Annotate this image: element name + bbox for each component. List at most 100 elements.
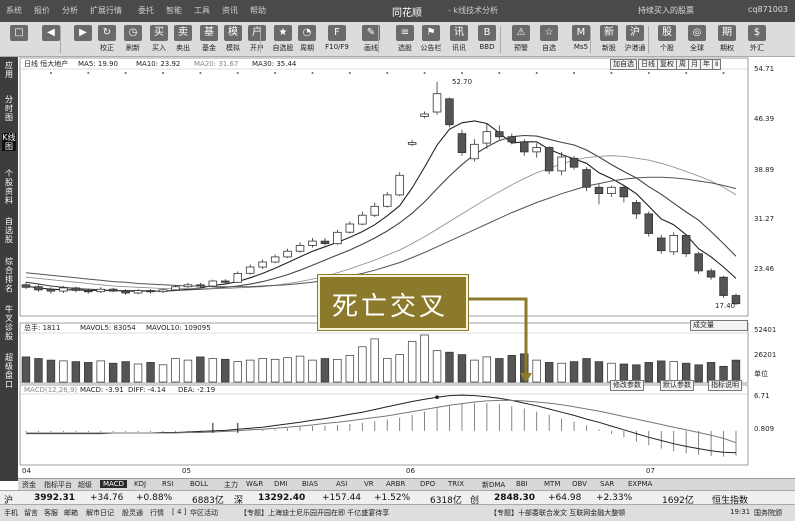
sidebar-item-watchlist[interactable]: 自选股 — [5, 217, 13, 244]
bottom-link[interactable]: [ 4 ] — [172, 508, 187, 516]
tab-[interactable]: 资金 — [22, 481, 36, 489]
sidebar-item-diagnosis[interactable]: 牛叉诊股 — [5, 305, 13, 341]
tab-obv[interactable]: OBV — [572, 480, 587, 488]
toolbar-button-global[interactable]: ◎ 全球 — [682, 24, 712, 55]
toolbar-button-stock[interactable]: 股个股 — [652, 24, 682, 55]
tab-[interactable]: 指标平台 — [44, 481, 72, 489]
sidebar-item-timeline[interactable]: 分时图 — [5, 95, 13, 122]
toolbar-button-notice[interactable]: ⚑ 公告栏 — [416, 24, 446, 55]
news-ticker[interactable]: 【专题】上海迪士尼乐园开园在即 千亿盛宴待享 — [240, 509, 390, 517]
tab-[interactable]: 超级 — [78, 481, 92, 489]
bottom-link[interactable]: 邮箱 — [64, 509, 78, 517]
daily-button[interactable]: 日线 — [638, 59, 658, 70]
toolbar-button-hk-connect[interactable]: 沪沪港通 — [620, 24, 650, 55]
news-ticker[interactable]: 【专题】十部委联合发文 互联网金融大整顿 — [490, 509, 626, 517]
rights-button[interactable]: 复权 — [657, 59, 677, 70]
toolbar-button-simulate[interactable]: 模模拟 — [218, 24, 248, 55]
more-button[interactable]: ⅱ — [712, 59, 722, 70]
bottom-link[interactable]: 留言 — [24, 509, 38, 517]
bottom-link[interactable]: 华区活动 — [190, 509, 218, 517]
bottom-right-text: 国务院颁 — [754, 509, 782, 517]
toolbar-button-forward[interactable]: ▶ — [68, 24, 98, 55]
tab-dmi[interactable]: DMI — [274, 480, 288, 488]
toolbar-separator — [378, 26, 379, 53]
tab-kdj[interactable]: KDJ — [134, 480, 147, 488]
tab-expma[interactable]: EXPMA — [628, 480, 653, 488]
ma-line-ma20 — [25, 155, 737, 290]
tab-rsi[interactable]: RSI — [162, 480, 174, 488]
sidebar-item-kline[interactable]: K线图 — [2, 133, 16, 151]
tab-sar[interactable]: SAR — [600, 480, 615, 488]
bottom-link[interactable]: 手机 — [4, 509, 18, 517]
toolbar-button-account[interactable]: 户开户 — [242, 24, 272, 55]
sidebar-item-ranking[interactable]: 综合排名 — [5, 257, 13, 293]
search-hint[interactable]: 持续买入的股票 — [638, 6, 694, 15]
tab-boll[interactable]: BOLL — [190, 480, 208, 488]
volume-selector[interactable]: 成交量 — [690, 320, 748, 331]
kline-chart[interactable]: 日线 恒大地产 MA5: 19.90 MA10: 23.92 MA20: 31.… — [18, 57, 795, 478]
tab-[interactable]: 主力 — [224, 481, 238, 489]
toolbar-button-back[interactable]: ◀ — [36, 24, 66, 55]
menu-item[interactable]: 帮助 — [250, 6, 266, 15]
toolbar-button-ipo[interactable]: 新新股 — [594, 24, 624, 55]
account-name[interactable]: cq871003 — [748, 5, 789, 14]
tab-dpo[interactable]: DPO — [420, 480, 436, 488]
toolbar-button-window[interactable]: □ — [4, 24, 34, 55]
tab-bbi[interactable]: BBI — [516, 480, 528, 488]
tab-trix[interactable]: TRIX — [448, 480, 464, 488]
bottom-link[interactable]: 解市日记 — [86, 509, 114, 517]
tab-macd[interactable]: MACD — [100, 480, 127, 488]
tab-wr[interactable]: W&R — [246, 480, 264, 488]
tab-bias[interactable]: BIAS — [302, 480, 319, 488]
menu-item[interactable]: 系统 — [6, 6, 22, 15]
toolbar-button-label: 自选股 — [272, 44, 294, 52]
toolbar-button-clock[interactable]: ◷ 刷新 — [118, 24, 148, 55]
toolbar-button-custom[interactable]: ☆ 自选 — [534, 24, 564, 55]
menu-item[interactable]: 报价 — [34, 6, 50, 15]
sidebar-item-apps[interactable]: 应用 — [5, 61, 13, 79]
toolbar-button-label: 买入 — [152, 44, 166, 52]
indicator-help-button[interactable]: 指标说明 — [708, 380, 742, 391]
menu-item[interactable]: 扩展行情 — [90, 6, 122, 15]
bottom-link[interactable]: 股灵通 — [122, 509, 143, 517]
toolbar-button-sell[interactable]: 卖卖出 — [168, 24, 198, 55]
menu-item[interactable]: 分析 — [62, 6, 78, 15]
toolbar-button-refresh[interactable]: ↻ 校正 — [92, 24, 122, 55]
tab-arbr[interactable]: ARBR — [386, 480, 406, 488]
bottom-link[interactable]: 行情 — [150, 509, 164, 517]
toolbar-button-alert[interactable]: ⚠ 预警 — [506, 24, 536, 55]
volume-bar-up — [158, 364, 168, 383]
modify-params-button[interactable]: 修改参数 — [610, 380, 644, 391]
menu-item[interactable]: 资讯 — [222, 6, 238, 15]
default-params-button[interactable]: 默认参数 — [660, 380, 694, 391]
candle-up — [295, 245, 305, 252]
bottom-link[interactable]: 客服 — [44, 509, 58, 517]
toolbar-button-forex[interactable]: $ 外汇 — [742, 24, 772, 55]
toolbar-button-news[interactable]: 讯讯讯 — [444, 24, 474, 55]
tab-vr[interactable]: VR — [364, 480, 374, 488]
menu-item[interactable]: 工具 — [194, 6, 210, 15]
menu-item[interactable]: 委托 — [138, 6, 154, 15]
toolbar-button-ms5[interactable]: M Ms5 — [566, 24, 596, 55]
toolbar-button-draw[interactable]: ✎ 画线 — [356, 24, 386, 55]
sidebar-item-super[interactable]: 超级盘口 — [5, 353, 13, 389]
toolbar-button-f10[interactable]: F F10/F9 — [322, 24, 352, 55]
add-watchlist-button[interactable]: 加自选 — [610, 59, 637, 70]
toolbar-button-select[interactable]: ≡ 选股 — [390, 24, 420, 55]
callout-text: 死亡交叉 — [332, 292, 449, 322]
menu-item[interactable]: 智能 — [166, 6, 182, 15]
toolbar-button-watchlist[interactable]: ★ 自选股 — [268, 24, 298, 55]
tab-dma[interactable]: 新DMA — [482, 481, 506, 489]
toolbar-button-options[interactable]: 期期权 — [712, 24, 742, 55]
volume-bar-down — [71, 361, 81, 383]
tab-mtm[interactable]: MTM — [544, 480, 561, 488]
toolbar-button-fund[interactable]: 基基金 — [194, 24, 224, 55]
hangseng-link[interactable]: 恒生指数 — [712, 496, 749, 506]
candle-down — [46, 288, 56, 292]
toolbar-button-period[interactable]: ◔ 周期 — [292, 24, 322, 55]
sidebar-item-profile[interactable]: 个股资料 — [5, 169, 13, 205]
tab-asi[interactable]: ASI — [336, 480, 348, 488]
candle-down — [34, 286, 43, 291]
toolbar-button-buy[interactable]: 买买入 — [144, 24, 174, 55]
toolbar-button-bbd[interactable]: B BBD — [472, 24, 502, 55]
